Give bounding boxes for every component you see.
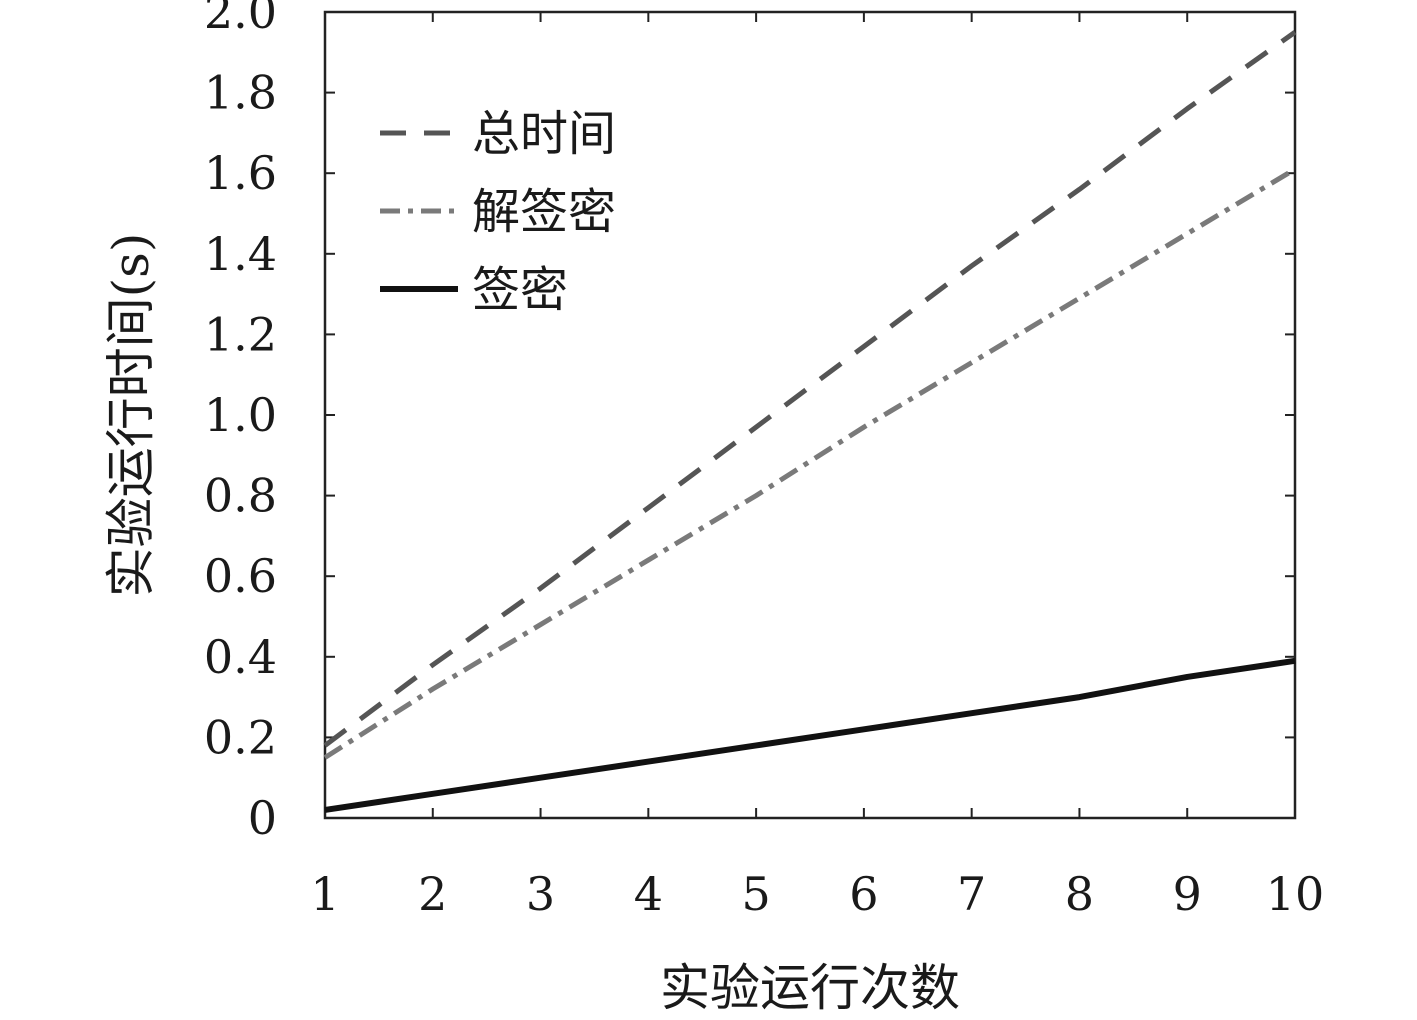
legend-label: 解签密: [472, 184, 616, 240]
legend-label: 总时间: [472, 106, 616, 162]
series-line-1: [323, 30, 1297, 748]
x-tick-label: 1: [310, 867, 339, 921]
y-tick-label: 0.8: [204, 469, 277, 523]
x-axis-title: 实验运行次数: [660, 959, 960, 1017]
y-tick-label: 2.0: [204, 0, 277, 39]
y-tick-label: 1.0: [204, 388, 277, 442]
x-tick-label: 8: [1065, 867, 1094, 921]
plot-frame: [323, 10, 1297, 820]
legend-label: 签密: [472, 262, 568, 318]
series-lines: [323, 30, 1297, 813]
series-line-3: [324, 657, 1296, 813]
y-tick-label: 0: [248, 791, 277, 845]
y-tick-label: 1.2: [204, 307, 277, 361]
y-tick-label: 1.8: [204, 66, 277, 120]
x-tick-label: 5: [741, 867, 770, 921]
series-line-2: [323, 167, 1297, 760]
x-tick-label: 3: [526, 867, 555, 921]
x-tick-label: 10: [1266, 867, 1325, 921]
x-tick-label: 4: [634, 867, 663, 921]
y-tick-label: 0.2: [204, 710, 277, 764]
y-tick-label: 0.6: [204, 549, 277, 603]
y-tick-label: 1.4: [204, 227, 277, 281]
x-tick-label: 2: [418, 867, 447, 921]
x-tick-label: 9: [1173, 867, 1202, 921]
x-axis: 1 2 3 4 5 6 7 8 9 10: [310, 12, 1324, 921]
x-tick-label: 7: [957, 867, 986, 921]
y-tick-label: 1.6: [204, 146, 277, 200]
y-axis-title: 实验运行时间(s): [102, 233, 160, 598]
y-axis: 0 0.2 0.4 0.6 0.8 1.0 1.2 1.4 1.6 1.8 2.0: [204, 0, 1295, 845]
y-tick-label: 0.4: [204, 630, 277, 684]
x-tick-label: 6: [849, 867, 878, 921]
